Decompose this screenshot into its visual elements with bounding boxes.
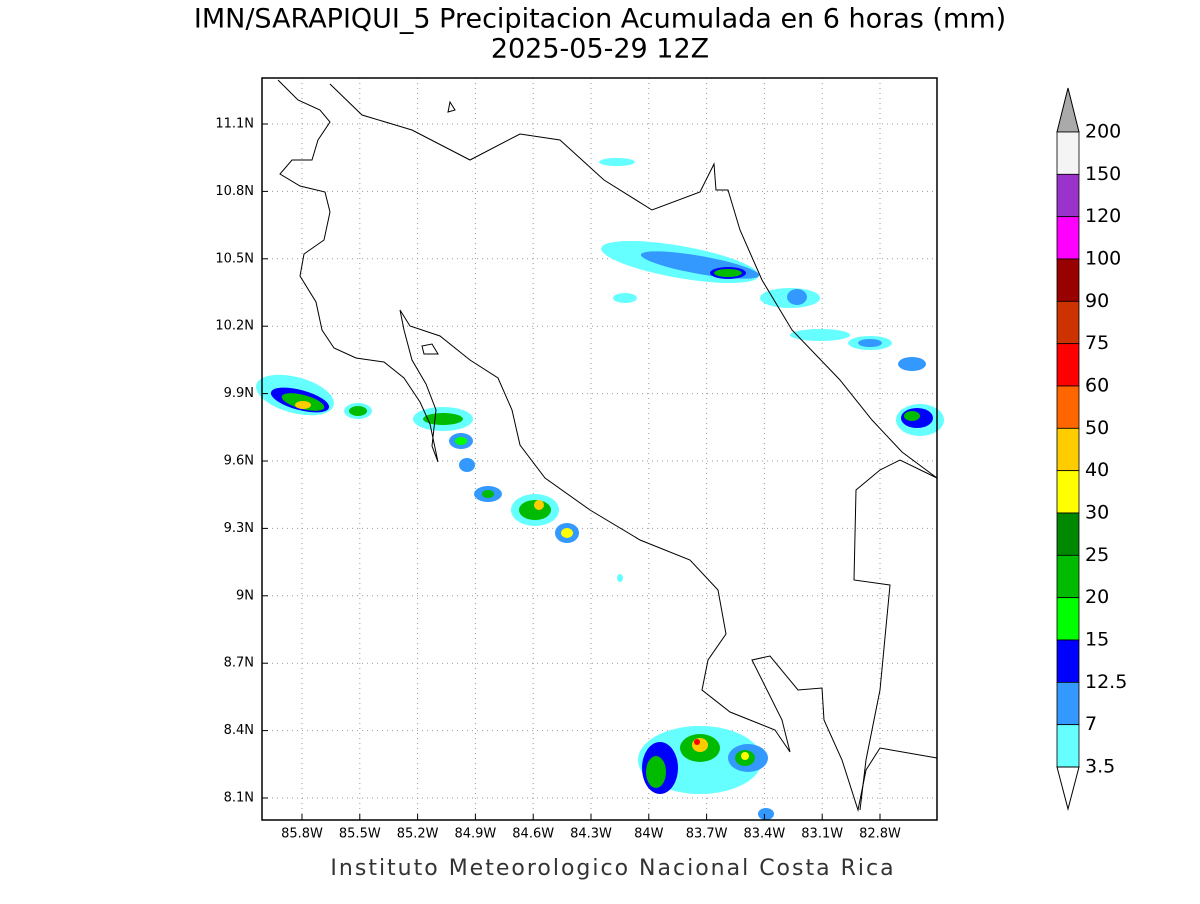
colorbar-box [1056,385,1080,429]
coastlines [277,79,938,812]
lon-label: 84W [634,827,664,842]
lon-label: 84.3W [570,827,612,842]
grid [262,78,937,820]
colorbar-box [1056,639,1080,683]
colorbar-box [1056,131,1080,175]
lon-label: 83.4W [743,827,785,842]
colorbar-label: 90 [1085,290,1109,312]
colorbar-box [1056,300,1080,345]
lat-label: 9N [236,588,254,603]
colorbar-label: 100 [1085,248,1121,270]
colorbar-under [1056,766,1080,811]
colorbar-label: 3.5 [1085,756,1115,778]
footer: Instituto Meteorologico Nacional Costa R… [330,856,895,881]
colorbar-label: 50 [1085,417,1109,439]
lat-label: 9.6N [224,454,254,469]
colorbar-label: 60 [1085,375,1109,397]
lon-label: 84.6W [512,827,554,842]
map-subtitle: 2025-05-29 12Z [491,34,709,65]
colorbar-box [1056,470,1080,514]
lat-label: 11.1N [215,117,254,132]
colorbar-box [1056,258,1080,302]
lat-label: 10.2N [215,319,254,334]
lat-label: 9.3N [224,521,254,536]
colorbar-box [1056,427,1080,472]
colorbar-box [1056,343,1080,387]
colorbar-box [1056,173,1080,218]
colorbar-box [1056,512,1080,556]
colorbar-label: 12.5 [1085,671,1127,693]
lat-label: 8.4N [224,723,254,738]
lon-label: 82.8W [859,827,901,842]
map-title: IMN/SARAPIQUI_5 Precipitacion Acumulada … [194,4,1006,35]
colorbar-box [1056,216,1080,260]
lon-label: 83.1W [801,827,843,842]
colorbar-over [1056,87,1080,133]
colorbar-label: 200 [1085,121,1121,143]
lon-label: 85.8W [281,827,323,842]
lon-label: 83.7W [686,827,728,842]
lon-label: 85.5W [339,827,381,842]
lat-label: 10.5N [215,251,254,266]
colorbar-label: 120 [1085,205,1121,227]
colorbar-box [1056,724,1080,768]
colorbar-box [1056,554,1080,599]
colorbar-label: 30 [1085,502,1109,524]
colorbar-box [1056,597,1080,641]
lat-label: 8.7N [224,656,254,671]
colorbar-label: 15 [1085,629,1109,651]
colorbar-box [1056,681,1080,726]
lat-label: 9.9N [224,386,254,401]
colorbar-label: 40 [1085,459,1109,481]
colorbar: 200 150 120 100 90 75 60 50 40 30 25 20 15 12.5 7 3.5 [1056,87,1127,811]
lon-label: 84.9W [454,827,496,842]
colorbar-label: 150 [1085,163,1121,185]
lat-label: 8.1N [224,791,254,806]
lat-label: 10.8N [215,184,254,199]
colorbar-label: 25 [1085,544,1109,566]
axes: 11.1N 10.8N 10.5N 10.2N 9.9N 9.6N 9.3N 9N 8.7N 8.… [215,117,901,842]
colorbar-label: 7 [1085,713,1097,735]
colorbar-label: 75 [1085,332,1109,354]
map-frame [261,77,938,821]
precipitation [256,158,944,820]
colorbar-label: 20 [1085,586,1109,608]
lon-label: 85.2W [397,827,439,842]
